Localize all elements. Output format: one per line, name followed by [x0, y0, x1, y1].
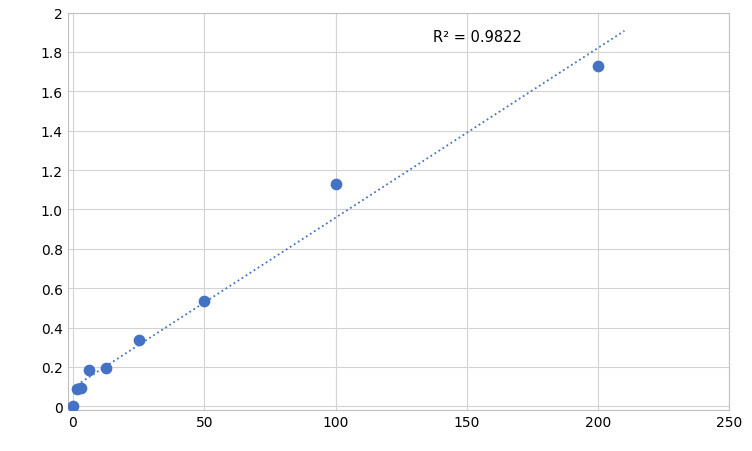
Point — [100, 364, 112, 372]
Point — [75, 384, 87, 391]
Point — [67, 402, 79, 410]
Text: R² = 0.9822: R² = 0.9822 — [432, 30, 522, 45]
Point — [329, 181, 341, 188]
Point — [132, 337, 144, 344]
Point — [199, 298, 211, 305]
Point — [83, 367, 96, 374]
Point — [71, 385, 83, 392]
Point — [592, 63, 604, 70]
